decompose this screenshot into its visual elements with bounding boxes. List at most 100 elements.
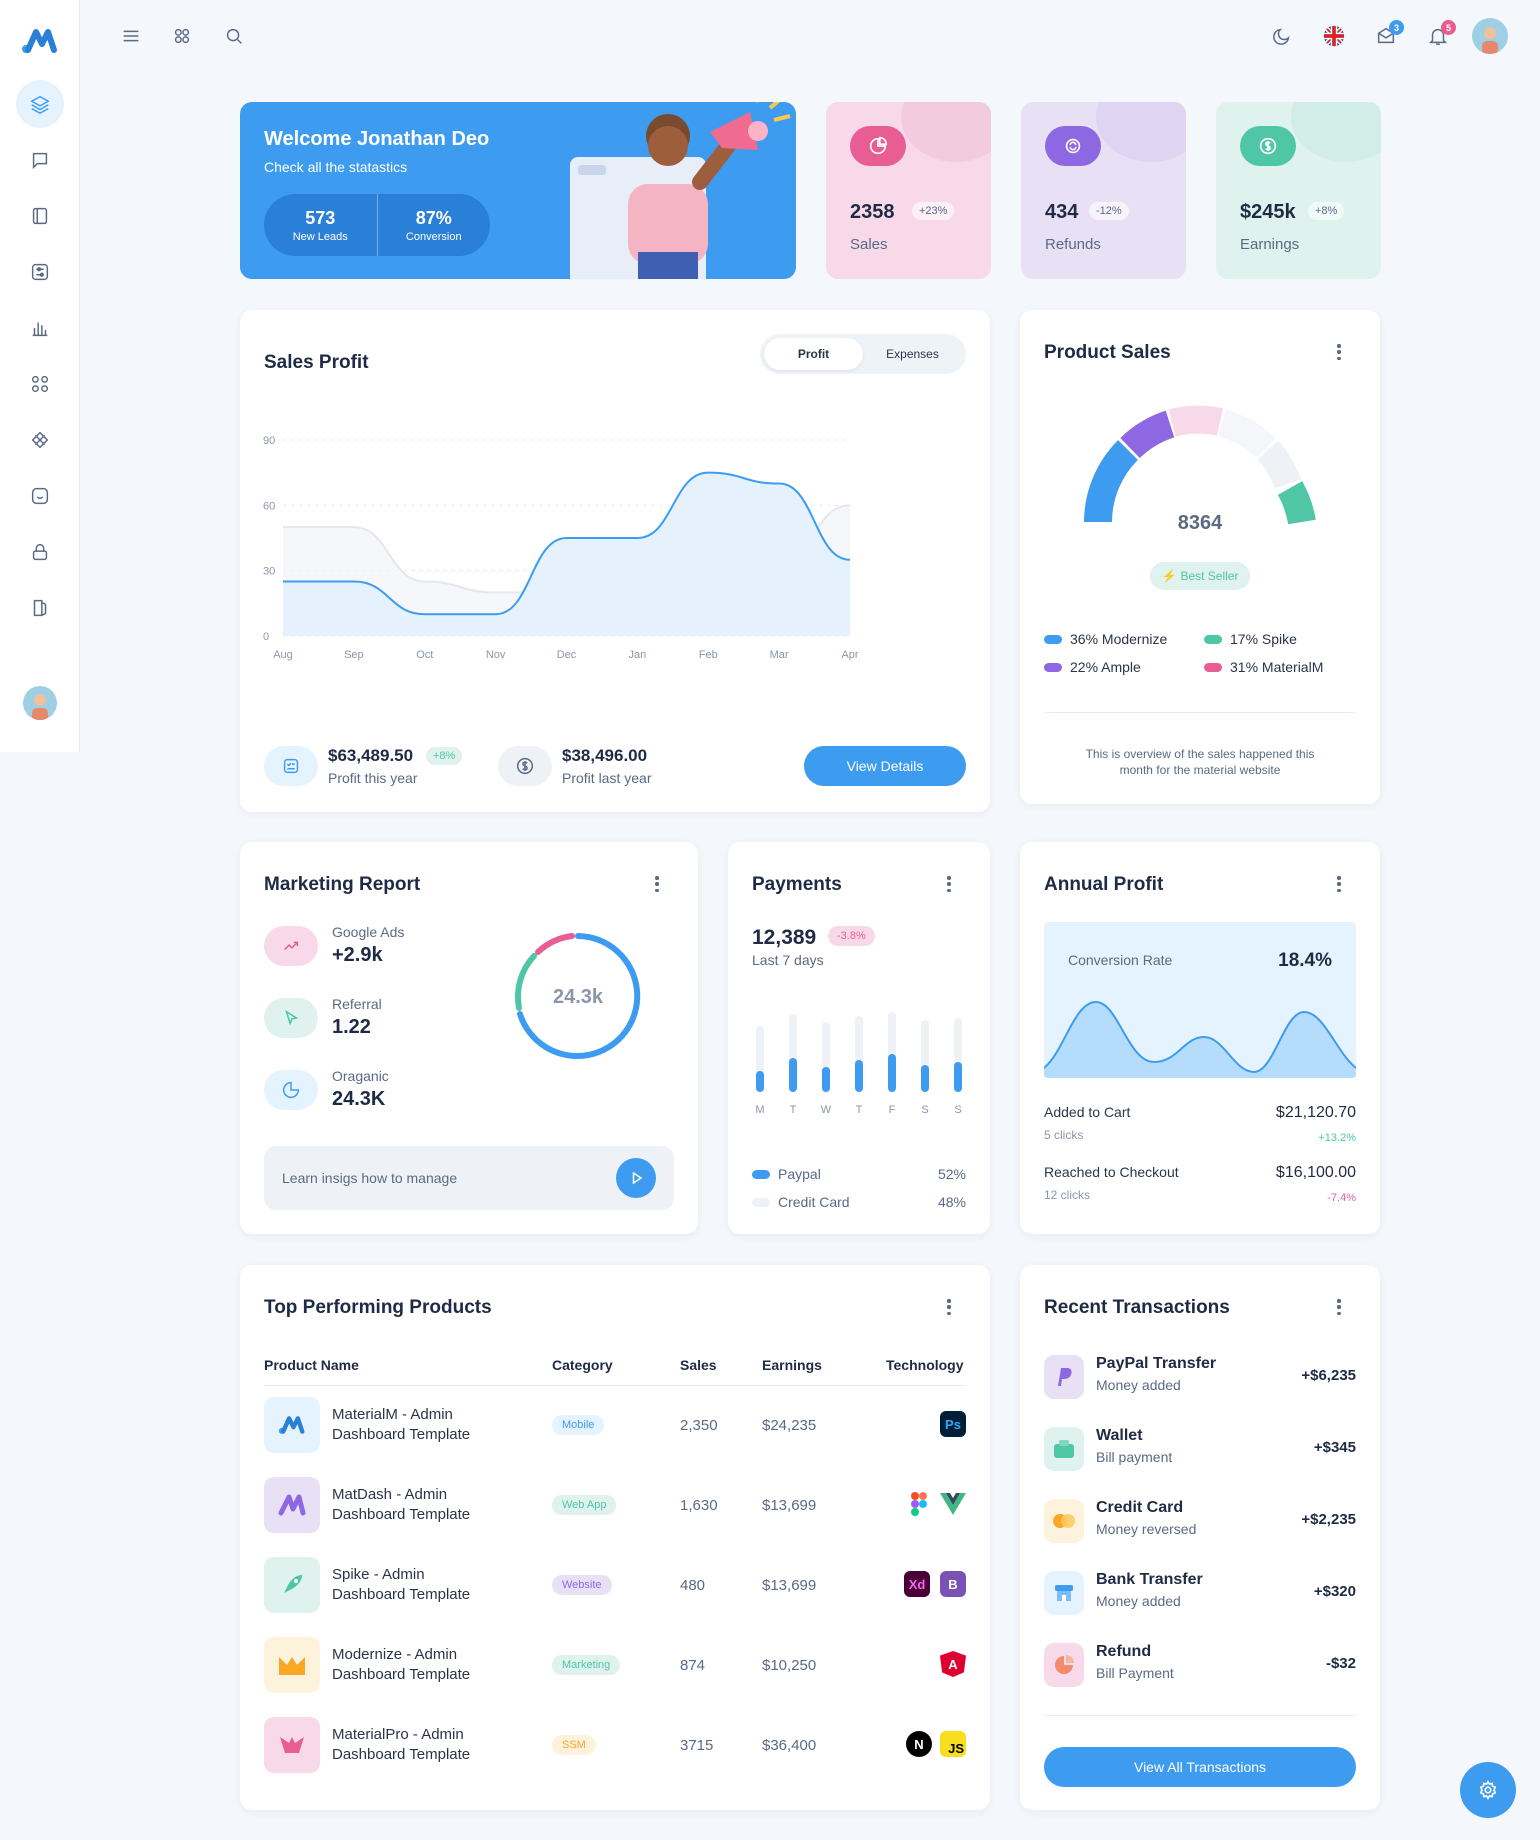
refunds-label: Refunds [1045,236,1101,253]
payment-bar-track [888,1012,896,1092]
tab-profit[interactable]: Profit [764,338,863,370]
tab-expenses[interactable]: Expenses [886,347,939,361]
profit-this-year: $63,489.50 [328,746,414,765]
marketing-cta[interactable]: Learn insigs how to manage [264,1146,674,1210]
conversion-sparkline [1044,1000,1356,1078]
sales-cell: 2,350 [680,1417,718,1434]
table-row[interactable]: Spike - Admin Dashboard Template Website… [264,1555,966,1615]
category-badge: SSM [552,1735,596,1755]
payment-bar [921,1065,929,1092]
notebook-icon[interactable] [16,192,64,240]
layers-icon[interactable] [16,80,64,128]
more-icon[interactable] [939,872,959,896]
uk-flag-icon[interactable] [1320,22,1348,50]
transaction-row[interactable]: Refund Bill Payment -$32 [1044,1637,1356,1693]
legend-label: 22% Ample [1070,659,1141,675]
bank-icon [1044,1571,1084,1615]
category-badge: Marketing [552,1655,621,1675]
mood-icon[interactable] [16,472,64,520]
components-icon[interactable] [16,416,64,464]
welcome-title: Welcome Jonathan Deo [264,128,490,150]
transaction-row[interactable]: Wallet Bill payment +$345 [1044,1421,1356,1477]
figma-icon [906,1491,932,1517]
sales-profit-card: Sales Profit Profit Expenses 0 30 60 90 Aug S… [240,310,990,812]
earnings-cell: $13,699 [762,1497,817,1514]
payment-bar [756,1071,764,1092]
message-icon[interactable] [16,136,64,184]
more-icon[interactable] [939,1295,959,1319]
sales-cell: 3715 [680,1737,714,1754]
table-row[interactable]: Modernize - Admin Dashboard Template Mar… [264,1635,966,1695]
sales-stat-card: 2358 +23% Sales [826,102,991,279]
bell-icon[interactable]: 5 [1424,20,1456,50]
mail-icon[interactable]: 3 [1372,20,1404,50]
category-badge: Mobile [552,1415,605,1435]
table-row[interactable]: MatDash - Admin Dashboard Template Web A… [264,1475,966,1535]
transaction-row[interactable]: Bank Transfer Money added +$320 [1044,1565,1356,1621]
recent-transactions-card: Recent Transactions PayPal Transfer Mone… [1020,1265,1380,1810]
transaction-title: Credit Card [1096,1499,1184,1516]
annual-row-change: -7.4% [1327,1192,1356,1204]
moon-icon[interactable] [1268,22,1296,50]
transaction-row[interactable]: Credit Card Money reversed +$2,235 [1044,1493,1356,1549]
top-products-card: Top Performing Products Product Name Cat… [240,1265,990,1810]
column-header: Earnings [762,1357,822,1373]
messages-badge: 3 [1389,20,1404,35]
search-icon[interactable] [220,22,248,50]
book-icon[interactable] [16,584,64,632]
view-all-transactions-button[interactable]: View All Transactions [1044,1747,1356,1787]
bolt-icon: ⚡ [1161,569,1177,583]
x-tick-label: Dec [557,649,577,661]
bootstrap-icon: B [940,1571,966,1597]
transaction-title: Wallet [1096,1427,1143,1444]
sliders-icon[interactable] [16,248,64,296]
sales-cell: 480 [680,1577,706,1594]
more-icon[interactable] [1329,340,1349,364]
table-row[interactable]: MaterialPro - Admin Dashboard Template S… [264,1715,966,1775]
day-label: T [789,1104,797,1116]
apps-icon[interactable] [168,22,196,50]
earnings-cell: $10,250 [762,1657,817,1674]
payment-credit-card: Credit Card [752,1194,850,1210]
user-avatar[interactable] [1472,18,1508,54]
gear-icon [1479,1780,1497,1800]
lock-icon[interactable] [16,528,64,576]
sales-cell: 1,630 [680,1497,718,1514]
sales-label: Sales [850,236,888,253]
apps-icon[interactable] [16,360,64,408]
x-tick-label: Aug [273,649,293,661]
view-details-button[interactable]: View Details [804,746,966,786]
product-sales-total: 8364 [1177,512,1223,534]
avatar[interactable] [23,686,57,720]
divider [1044,1715,1356,1716]
welcome-stats: 573 New Leads 87% Conversion [264,194,490,256]
payment-label: Credit Card [778,1194,850,1210]
x-tick-label: Nov [486,649,506,661]
y-tick-label: 90 [263,435,275,447]
play-icon[interactable] [616,1158,656,1198]
modernize-logo [264,1637,320,1693]
payment-bar [888,1054,896,1092]
payment-bar-track [822,1022,830,1092]
transaction-subtitle: Bill payment [1096,1449,1173,1465]
table-row[interactable]: MaterialM - Admin Dashboard Template Mob… [264,1395,966,1455]
series-line [282,471,851,616]
sales-value: 2358 [850,201,895,223]
more-icon[interactable] [1329,1295,1349,1319]
profit-toggle: Profit Expenses [760,334,966,374]
payment-bar-track [756,1026,764,1092]
logo[interactable] [20,26,60,56]
settings-button[interactable] [1460,1762,1516,1818]
menu-icon[interactable] [117,22,145,50]
day-label: T [855,1104,863,1116]
transaction-subtitle: Bill Payment [1096,1665,1174,1681]
x-tick-label: Sep [344,649,364,661]
card-title: Product Sales [1044,342,1171,363]
payment-label: Paypal [778,1166,821,1182]
more-icon[interactable] [1329,872,1349,896]
dollar-icon [1240,126,1296,166]
transaction-row[interactable]: PayPal Transfer Money added +$6,235 [1044,1349,1356,1405]
sales-change: +23% [912,202,955,220]
chart-bar-icon[interactable] [16,304,64,352]
more-icon[interactable] [647,872,667,896]
